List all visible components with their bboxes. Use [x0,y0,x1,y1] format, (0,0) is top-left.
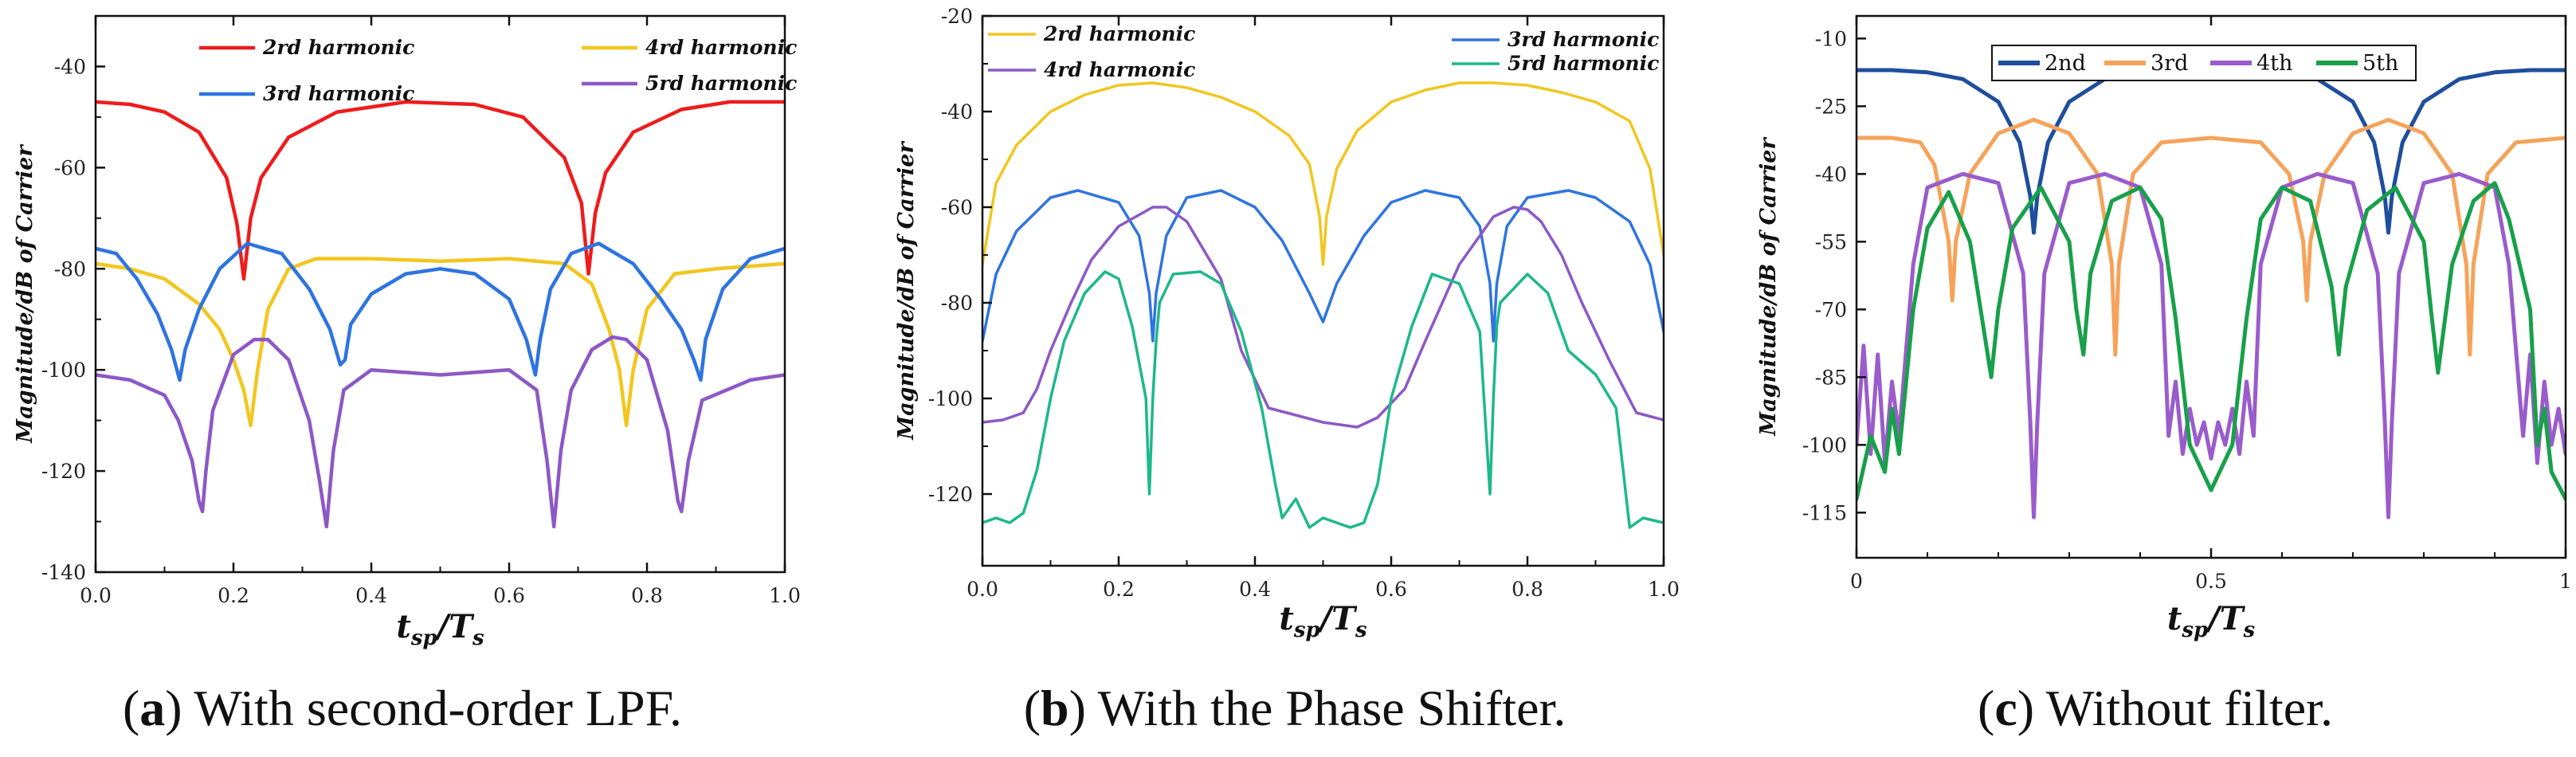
caption-c-text: Without filter. [2045,680,2333,736]
x-tick-label: 0.6 [493,584,525,607]
y-tick-label: -20 [941,5,973,28]
chart-b: 0.0 0.2 0.4 0.6 0.8 1.0-120-100-80-60-40-20ts… [894,5,1680,642]
x-tick-label: 0.8 [1511,578,1543,601]
caption-a-text: With second-order LPF. [194,680,683,736]
legend-label: 4rd harmonic [645,36,797,59]
x-tick-label: 0 [1850,570,1863,593]
y-tick-label: -80 [941,292,973,315]
series-line-4rd-harmonic [982,206,1664,429]
series-line-3rd-harmonic [96,241,785,382]
legend-label: 5th [2362,51,2398,76]
legend-label: 5rd harmonic [1508,52,1659,75]
y-tick-label: -85 [1815,366,1847,389]
x-axis-label-main: t [396,608,411,645]
y-axis-label: Magnitude/dB of Carrier [894,141,919,441]
caption-c: (c) Without filter. [1978,680,2333,736]
x-tick-label: 0.0 [966,578,998,601]
x-tick-label: 0.5 [2195,570,2227,593]
y-axis-label: Magnitude/dB of Carrier [1756,137,1781,437]
legend: 2rd harmonic 3rd harmonic 4rd harmonic 5rd … [988,22,1659,81]
x-axis-label-mid: /T [2205,600,2246,637]
series-line-5rd-harmonic [982,270,1664,529]
x-tick-label: 1.0 [769,584,801,607]
series-line-5rd-harmonic [96,335,785,529]
x-tick-label: 1.0 [1648,578,1680,601]
x-axis-label-main: t [2167,600,2182,637]
legend: 2rd harmonic 4rd harmonic 3rd harmonic 5rd … [199,36,797,105]
series-line-2rd-harmonic [96,100,785,281]
y-tick-label: -40 [54,55,86,78]
x-axis-label: tsp/Ts [1279,600,1367,642]
y-tick-label: -55 [1815,230,1847,253]
caption-b-text: With the Phase Shifter. [1097,680,1566,736]
x-tick-label: 0.4 [1239,578,1271,601]
chart-a: 0.0 0.2 0.4 0.6 0.8 1.0 -140 -120 -100 -80 -60 -40 t… [13,14,801,650]
chart-c: 0 0.5 1 -115 -100 -85 -70 -55 -40 -25 -10 tsp/Ts Mag… [1756,14,2572,642]
x-tick-label: 0.2 [1103,578,1135,601]
chart-b-series [982,81,1664,529]
y-axis-label: Magnitude/dB of Carrier [13,144,37,444]
x-tick-label: 0.6 [1375,578,1407,601]
x-axis-label-main: t [1279,600,1294,637]
y-tick-label: -60 [941,196,973,219]
legend-label: 5rd harmonic [645,72,797,95]
legend-label: 3rd [2151,51,2188,76]
legend-label: 2rd harmonic [1043,22,1195,45]
caption-a-letter: a [139,680,166,736]
caption-b-letter: b [1041,680,1069,736]
y-tick-label: -120 [41,460,86,483]
x-axis-label-sub2: s [1355,618,1367,642]
y-tick-label: -40 [1815,163,1847,186]
y-tick-label: -100 [1802,433,1847,457]
y-tick-label: -120 [928,483,973,506]
y-tick-label: -100 [41,359,86,382]
y-tick-label: -80 [54,257,86,280]
series-line-5th [1857,181,2566,501]
series-line-2rd-harmonic [982,81,1664,266]
y-tick-label: -25 [1815,95,1847,118]
caption-b: (b) With the Phase Shifter. [1023,680,1566,736]
y-tick-label: -10 [1815,27,1847,50]
x-axis-label: tsp/Ts [396,608,484,650]
x-axis-label: tsp/Ts [2167,600,2256,642]
legend-label: 4rd harmonic [1044,58,1195,81]
x-axis-label-sub: sp [2181,618,2208,642]
x-axis-label-sub: sp [1293,618,1320,642]
y-tick-label: -100 [928,387,973,410]
x-tick-label: 1 [2559,570,2572,593]
legend-label: 2rd harmonic [262,36,414,59]
x-tick-label: 0.2 [218,584,249,607]
x-axis-label-sub2: s [2243,618,2256,642]
y-tick-label: -60 [54,156,86,179]
caption-a: (a) With second-order LPF. [122,680,683,736]
y-tick-label: -40 [941,100,973,124]
chart-a-series [96,100,785,529]
legend-label: 3rd harmonic [263,82,414,105]
plot-frame [1855,14,2567,559]
plot-frame [94,14,786,574]
y-tick-label: -70 [1815,298,1847,321]
caption-c-letter: c [1994,680,2017,736]
x-tick-label: 0.4 [355,584,387,607]
legend-label: 2nd [2045,51,2086,76]
legend: 2nd 3rd 4th 5th [1991,45,2417,81]
series-line-4rd-harmonic [96,257,785,428]
x-axis-label-sub: sp [410,626,437,650]
y-tick-label: -140 [41,561,86,584]
x-axis-label-mid: /T [1317,600,1359,637]
plot-frame [981,14,1665,567]
chart-c-series [1857,68,2566,520]
y-tick-label: -115 [1802,501,1847,524]
x-tick-label: 0.8 [631,584,663,607]
legend-label: 4th [2256,51,2292,76]
series-line-4th [1857,171,2566,520]
x-tick-label: 0.0 [80,584,112,607]
x-axis-label-mid: /T [434,608,476,645]
legend-label: 3rd harmonic [1508,28,1659,51]
x-axis-label-sub2: s [472,626,484,650]
series-line-3rd [1857,117,2566,357]
